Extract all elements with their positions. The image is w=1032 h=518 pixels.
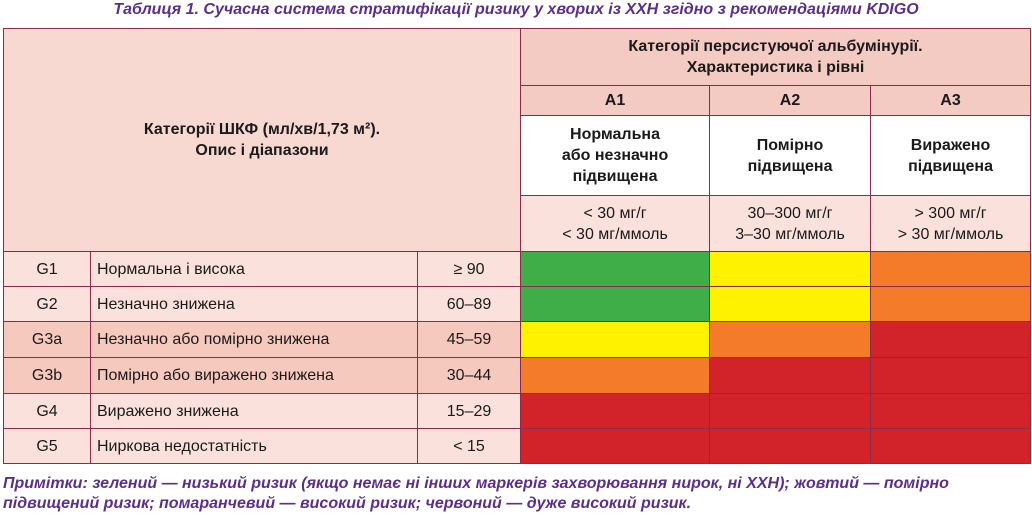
albuminuria-categories-header: Категорії персистуючої альбумінурії. Хар…	[520, 28, 1032, 86]
table-row: G3a Незначно або помірно знижена 45–59	[3, 321, 1032, 358]
gfr-code: G3a	[3, 321, 91, 358]
risk-cell	[870, 357, 1032, 394]
risk-cell	[870, 393, 1032, 429]
gfr-description: Нормальна і висока	[90, 251, 418, 287]
kdigo-risk-table: Категорії ШКФ (мл/хв/1,73 м²). Опис і ді…	[2, 28, 1032, 464]
albuminuria-desc-a2-line1: Помірно	[756, 136, 824, 154]
gfr-code: G1	[3, 251, 91, 287]
gfr-code: G3b	[3, 357, 91, 394]
gfr-range: 45–59	[416, 321, 522, 358]
gfr-categories-header: Категорії ШКФ (мл/хв/1,73 м²). Опис і ді…	[2, 28, 522, 252]
risk-cell	[709, 357, 872, 394]
albuminuria-desc-a3: Виражено підвищена	[870, 115, 1032, 196]
table-row: G4 Виражено знижена 15–29	[3, 393, 1032, 429]
albuminuria-header-line2: Характеристика і рівні	[686, 59, 865, 76]
gfr-description: Незначно або помірно знижена	[90, 321, 418, 358]
albuminuria-desc-a2: Помірно підвищена	[709, 115, 872, 196]
gfr-code: G5	[3, 428, 91, 464]
gfr-description: Ниркова недостатність	[90, 428, 418, 464]
table-caption: Таблиця 1. Сучасна система стратифікації…	[113, 1, 919, 18]
risk-cell	[520, 321, 711, 358]
risk-cell	[520, 393, 711, 429]
risk-cell	[709, 286, 872, 322]
risk-cell	[520, 286, 711, 322]
table-row: G5 Ниркова недостатність < 15	[3, 428, 1032, 464]
albuminuria-range-a1: < 30 мг/г < 30 мг/ммоль	[520, 195, 711, 252]
gfr-range: ≥ 90	[416, 251, 522, 287]
table-row: G1 Нормальна і висока ≥ 90	[3, 251, 1032, 287]
albuminuria-desc-a1-line1: Нормальна	[570, 126, 660, 143]
albuminuria-desc-a1-line2: або незначно	[561, 147, 669, 164]
albuminuria-desc-a1-line3: підвищена	[572, 168, 658, 185]
albuminuria-code-a3: A3	[870, 85, 1032, 116]
albuminuria-range-a3-line1: > 300 мг/г	[914, 204, 987, 222]
risk-cell	[709, 393, 872, 429]
albuminuria-range-a3-line2: > 30 мг/ммоль	[897, 225, 1004, 243]
risk-cell	[520, 357, 711, 394]
risk-cell	[870, 251, 1032, 287]
risk-cell	[870, 286, 1032, 322]
albuminuria-range-a1-line1: < 30 мг/г	[583, 204, 647, 222]
albuminuria-header-line1: Категорії персистуючої альбумінурії.	[628, 38, 923, 55]
albuminuria-range-a2: 30–300 мг/г 3–30 мг/ммоль	[709, 195, 872, 252]
risk-cell	[870, 428, 1032, 464]
risk-cell	[709, 321, 872, 358]
albuminuria-range-a3: > 300 мг/г > 30 мг/ммоль	[870, 195, 1032, 252]
table-row: G2 Незначно знижена 60–89	[3, 286, 1032, 322]
risk-cell	[870, 321, 1032, 358]
risk-cell	[520, 428, 711, 464]
gfr-description: Виражено знижена	[90, 393, 418, 429]
albuminuria-code-a1: A1	[520, 85, 711, 116]
albuminuria-desc-a1: Нормальна або незначно підвищена	[520, 115, 711, 196]
albuminuria-desc-a2-line2: підвищена	[747, 157, 833, 175]
albuminuria-code-a2: A2	[709, 85, 872, 116]
gfr-header-line1: Категорії ШКФ (мл/хв/1,73 м²).	[143, 121, 381, 138]
gfr-range: 30–44	[416, 357, 522, 394]
risk-cell	[709, 428, 872, 464]
gfr-header-line2: Опис і діапазони	[195, 142, 329, 159]
gfr-description: Незначно знижена	[90, 286, 418, 322]
gfr-code: G2	[3, 286, 91, 322]
albuminuria-desc-a3-line2: підвищена	[908, 157, 993, 175]
albuminuria-range-a2-line2: 3–30 мг/ммоль	[735, 225, 845, 243]
table-row: G3b Помірно або виражено знижена 30–44	[3, 357, 1032, 394]
risk-cell	[520, 251, 711, 287]
gfr-range: 60–89	[416, 286, 522, 322]
albuminuria-desc-a3-line1: Виражено	[910, 136, 991, 154]
risk-cell	[709, 251, 872, 287]
gfr-range: < 15	[416, 428, 522, 464]
albuminuria-range-a1-line2: < 30 мг/ммоль	[562, 225, 668, 243]
albuminuria-range-a2-line1: 30–300 мг/г	[747, 204, 833, 222]
gfr-range: 15–29	[416, 393, 522, 429]
gfr-description: Помірно або виражено знижена	[90, 357, 418, 394]
table-notes: Примітки: зелений — низький ризик (якщо …	[3, 475, 949, 512]
gfr-code: G4	[3, 393, 91, 429]
